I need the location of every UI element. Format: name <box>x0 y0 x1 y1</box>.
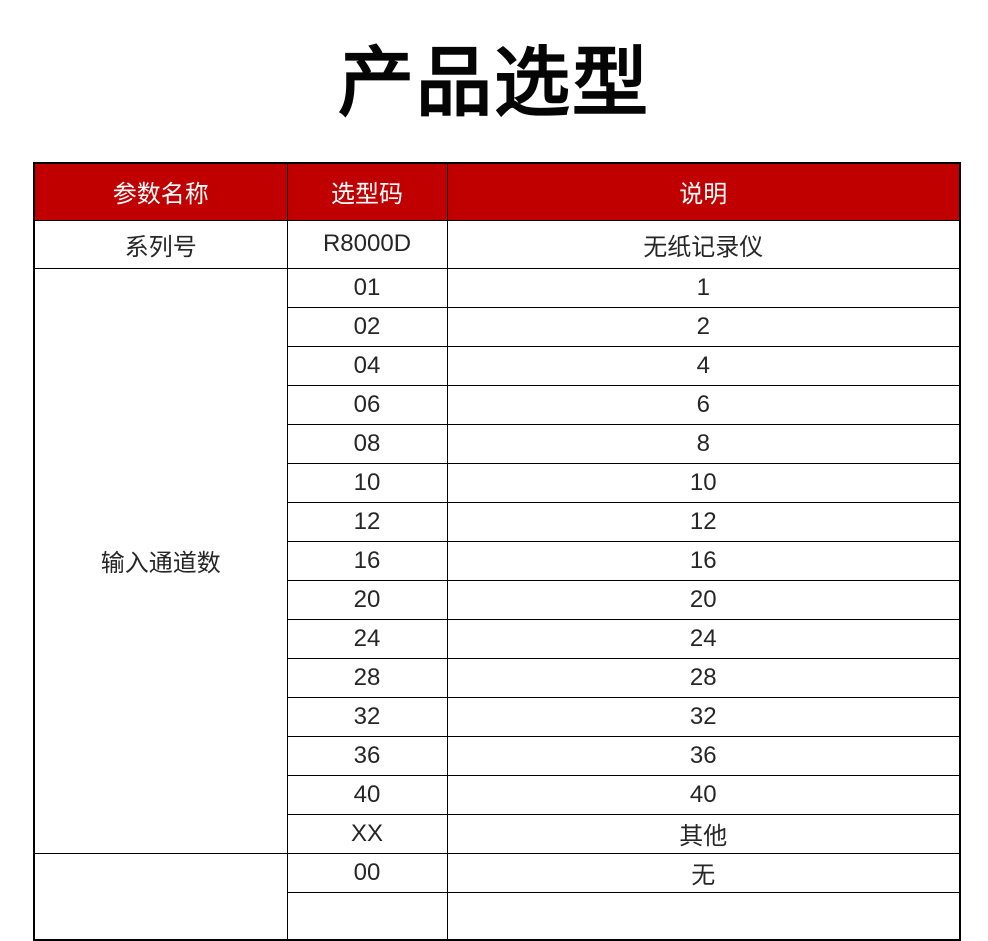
description-cell: 12 <box>446 501 961 542</box>
description-cell: 10 <box>446 462 961 503</box>
param-name-cell <box>33 852 288 941</box>
selection-code-cell: 36 <box>286 735 448 776</box>
description-cell: 2 <box>446 306 961 347</box>
description-cell: 4 <box>446 345 961 386</box>
product-selection-table: 参数名称 选型码 说明 系列号 R8000D 无纸记录仪 输入通道数 01 1 02 2 04 4… <box>33 162 961 941</box>
table-row: XX 其他 <box>34 813 961 854</box>
table-row: 28 28 <box>34 657 961 698</box>
table-row: 输入通道数 01 1 <box>33 267 961 854</box>
table-row: 36 36 <box>34 735 961 776</box>
description-cell: 24 <box>446 618 961 659</box>
description-cell: 20 <box>446 579 961 620</box>
description-cell: 无纸记录仪 <box>446 219 961 269</box>
column-header-selection-code: 选型码 <box>286 162 448 221</box>
description-cell: 16 <box>446 540 961 581</box>
description-cell: 无 <box>446 852 961 893</box>
selection-code-cell: 28 <box>286 657 448 698</box>
selection-code-cell: 00 <box>286 852 448 893</box>
table-row: 02 2 <box>34 306 961 347</box>
param-name-cell: 系列号 <box>33 219 288 269</box>
column-header-param-name: 参数名称 <box>33 162 288 221</box>
param-name-cell: 输入通道数 <box>33 267 288 854</box>
selection-code-cell: 20 <box>286 579 448 620</box>
table-header-row: 参数名称 选型码 说明 <box>33 162 961 221</box>
table-row: 20 20 <box>34 579 961 620</box>
table-row: 系列号 R8000D 无纸记录仪 <box>33 219 961 269</box>
description-cell <box>446 891 961 941</box>
selection-code-cell: 02 <box>286 306 448 347</box>
selection-code-cell: 08 <box>286 423 448 464</box>
page-title: 产品选型 <box>338 41 650 126</box>
selection-code-cell: 40 <box>286 774 448 815</box>
description-cell: 32 <box>446 696 961 737</box>
selection-code-cell: 01 <box>286 267 448 308</box>
table-row: 10 10 <box>34 462 961 503</box>
selection-code-cell: XX <box>286 813 448 854</box>
table-row: 04 4 <box>34 345 961 386</box>
description-cell: 36 <box>446 735 961 776</box>
description-cell: 6 <box>446 384 961 425</box>
column-header-description: 说明 <box>446 162 961 221</box>
page: 产品选型 参数名称 选型码 说明 系列号 R8000D 无纸记录仪 输入通道数 01 1 0… <box>0 28 988 941</box>
selection-code-cell: 12 <box>286 501 448 542</box>
selection-code-cell: 04 <box>286 345 448 386</box>
table-row: 24 24 <box>34 618 961 659</box>
selection-code-cell: 24 <box>286 618 448 659</box>
table-body: 系列号 R8000D 无纸记录仪 输入通道数 01 1 02 2 04 4 06 6 08 8 10 10 12… <box>33 219 961 941</box>
table-row: 40 40 <box>34 774 961 815</box>
selection-code-cell: 16 <box>286 540 448 581</box>
description-cell: 其他 <box>446 813 961 854</box>
table-row: 00 无 <box>33 852 961 941</box>
description-cell: 40 <box>446 774 961 815</box>
description-cell: 1 <box>446 267 961 308</box>
selection-code-cell: 10 <box>286 462 448 503</box>
selection-code-cell: R8000D <box>286 219 448 269</box>
selection-code-cell: 06 <box>286 384 448 425</box>
description-cell: 28 <box>446 657 961 698</box>
table-row: 12 12 <box>34 501 961 542</box>
description-cell: 8 <box>446 423 961 464</box>
selection-code-cell: 32 <box>286 696 448 737</box>
selection-code-cell <box>286 891 448 941</box>
table-row: 06 6 <box>34 384 961 425</box>
